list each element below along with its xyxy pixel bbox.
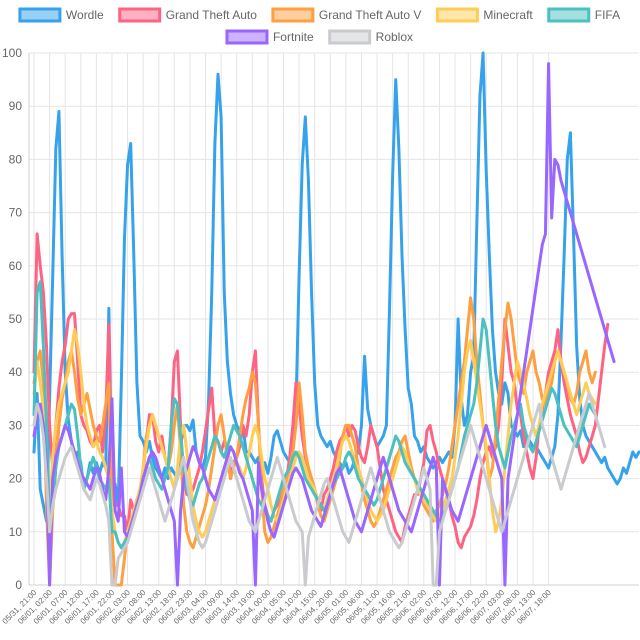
y-tick-label: 40 — [9, 365, 23, 379]
legend-item-fortnite[interactable]: Fortnite — [225, 29, 314, 45]
legend-swatch — [435, 7, 479, 23]
legend-item-roblox[interactable]: Roblox — [328, 29, 413, 45]
y-tick-label: 70 — [9, 206, 23, 220]
y-tick-label: 30 — [9, 418, 23, 432]
legend-item-fifa[interactable]: FIFA — [547, 7, 620, 23]
legend-swatch — [271, 7, 315, 23]
legend-item-wordle[interactable]: Wordle — [18, 7, 104, 23]
legend-label: Wordle — [66, 8, 104, 22]
legend-item-grand-theft-auto-v[interactable]: Grand Theft Auto V — [271, 7, 422, 23]
series-layer — [32, 51, 640, 587]
legend-swatch — [547, 7, 591, 23]
legend-swatch — [225, 29, 269, 45]
legend-label: Minecraft — [483, 8, 533, 22]
legend-label: Grand Theft Auto — [166, 8, 257, 22]
legend-item-grand-theft-auto[interactable]: Grand Theft Auto — [118, 7, 257, 23]
y-tick-label: 20 — [9, 472, 23, 486]
series-line-roblox[interactable] — [32, 391, 607, 587]
legend-swatch — [18, 7, 62, 23]
y-tick-label: 0 — [15, 578, 22, 592]
legend-label: Fortnite — [273, 30, 314, 44]
y-tick-label: 10 — [9, 525, 23, 539]
legend-swatch — [118, 7, 162, 23]
y-tick-label: 50 — [9, 312, 23, 326]
y-tick-label: 60 — [9, 259, 23, 273]
y-tick-label: 80 — [9, 152, 23, 166]
legend-label: Roblox — [376, 30, 413, 44]
y-tick-label: 100 — [2, 46, 22, 60]
legend-label: FIFA — [595, 8, 620, 22]
legend-item-minecraft[interactable]: Minecraft — [435, 7, 533, 23]
y-tick-label: 90 — [9, 99, 23, 113]
y-axis: 0 10 20 30 40 50 60 70 80 90 100 — [2, 46, 30, 592]
legend-swatch — [328, 29, 372, 45]
legend-label: Grand Theft Auto V — [319, 8, 422, 22]
legend: Wordle Grand Theft Auto Grand Theft Auto V… — [18, 7, 620, 45]
